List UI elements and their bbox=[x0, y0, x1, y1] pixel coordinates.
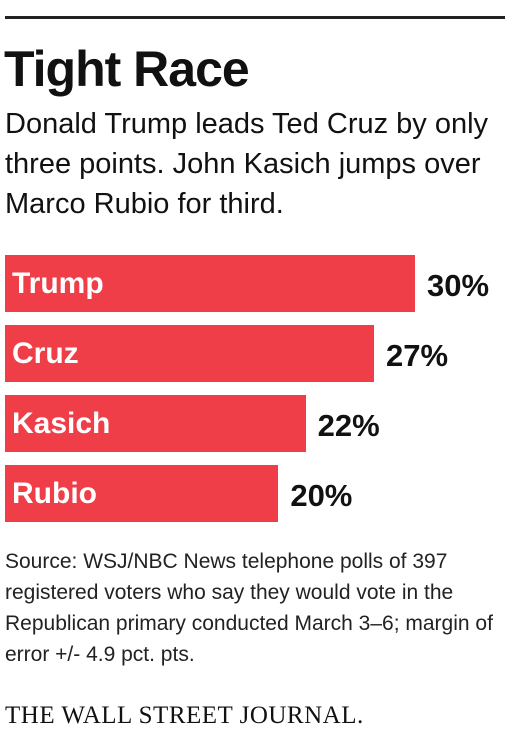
category-label: Cruz bbox=[12, 337, 79, 370]
source-note: Source: WSJ/NBC News telephone polls of … bbox=[5, 550, 493, 666]
bar bbox=[5, 465, 279, 522]
bar bbox=[5, 255, 415, 312]
category-label: Trump bbox=[12, 267, 104, 300]
category-label: Kasich bbox=[12, 407, 111, 440]
value-label: 20% bbox=[290, 478, 353, 513]
bar bbox=[5, 395, 306, 452]
chart-subtitle: Donald Trump leads Ted Cruz by only thre… bbox=[5, 108, 489, 220]
bar bbox=[5, 325, 374, 382]
top-rule bbox=[5, 16, 505, 19]
footer: THE WALL STREET JOURNAL. bbox=[5, 702, 364, 729]
value-label: 30% bbox=[427, 268, 490, 303]
value-label: 22% bbox=[317, 408, 380, 443]
category-label: Rubio bbox=[12, 477, 97, 510]
value-label: 27% bbox=[386, 338, 449, 373]
chart-title: Tight Race bbox=[4, 41, 250, 97]
